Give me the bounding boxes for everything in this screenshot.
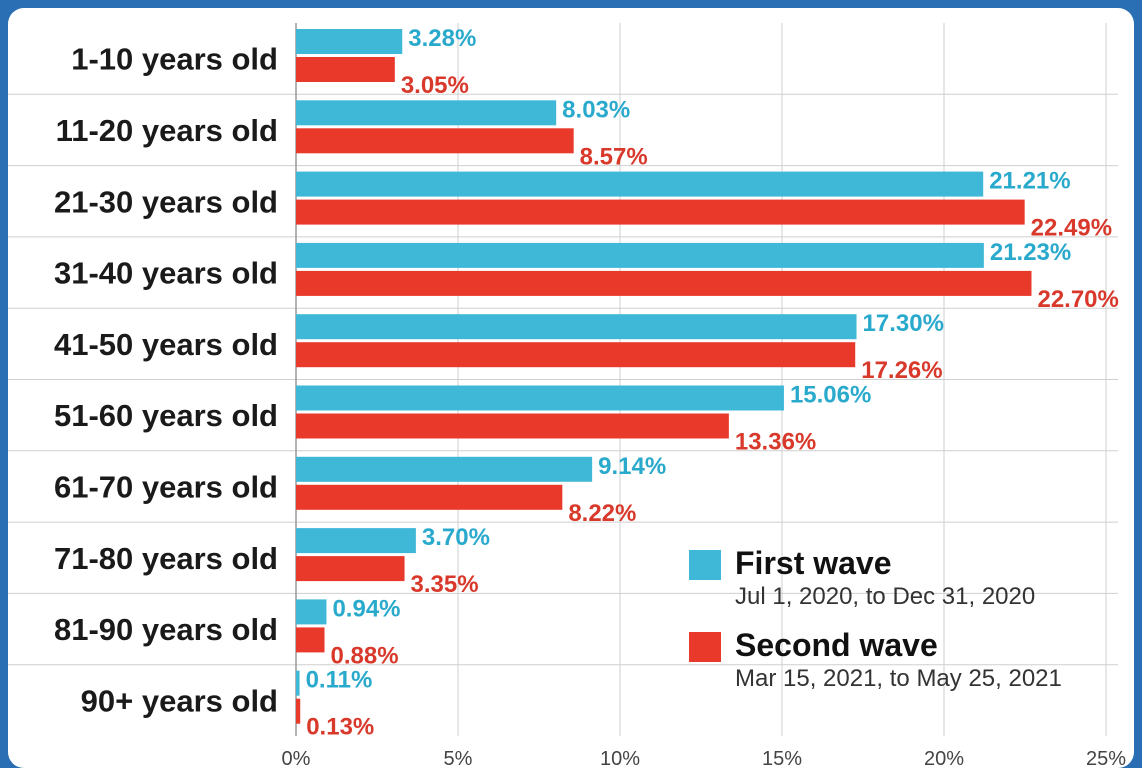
bar-chart: 1-10 years old 3.28% 3.05% 11-20 years old 8… xyxy=(8,23,1126,768)
category-label: 81-90 years old xyxy=(54,612,278,647)
legend-item-first-wave: First wave xyxy=(689,544,1129,582)
data-label-first-wave: 0.94% xyxy=(332,595,400,622)
category-label: 21-30 years old xyxy=(54,184,278,219)
data-label-second-wave: 0.88% xyxy=(331,642,399,669)
legend-subtitle-second: Mar 15, 2021, to May 25, 2021 xyxy=(735,665,1062,692)
x-tick-label: 15% xyxy=(762,748,802,768)
category-label: 41-50 years old xyxy=(54,327,278,362)
data-label-second-wave: 22.70% xyxy=(1037,286,1118,313)
x-tick-label: 20% xyxy=(924,748,964,768)
category-label: 51-60 years old xyxy=(54,398,278,433)
bar-second-wave xyxy=(296,342,856,368)
bar-first-wave xyxy=(296,670,300,696)
bar-first-wave xyxy=(296,100,557,126)
category-label: 1-10 years old xyxy=(71,42,278,77)
chart-panel: 1-10 years old 3.28% 3.05% 11-20 years old 8… xyxy=(8,8,1134,768)
category-label: 90+ years old xyxy=(81,683,278,718)
data-label-first-wave: 8.03% xyxy=(562,96,630,123)
data-label-first-wave: 3.28% xyxy=(408,25,476,52)
data-label-first-wave: 3.70% xyxy=(422,524,490,551)
bar-first-wave xyxy=(296,599,327,625)
bar-first-wave xyxy=(296,242,984,268)
bar-second-wave xyxy=(296,128,574,154)
data-label-first-wave: 15.06% xyxy=(790,382,871,409)
legend-title-first: First wave xyxy=(735,545,892,581)
category-label: 31-40 years old xyxy=(54,256,278,291)
legend-swatch-first xyxy=(689,550,721,580)
bar-first-wave xyxy=(296,528,416,554)
legend-subtitle-first: Jul 1, 2020, to Dec 31, 2020 xyxy=(735,583,1036,610)
data-label-first-wave: 17.30% xyxy=(863,310,944,337)
data-label-first-wave: 9.14% xyxy=(598,453,666,480)
bar-second-wave xyxy=(296,556,405,582)
bar-second-wave xyxy=(296,627,325,653)
bar-first-wave xyxy=(296,171,984,197)
category-label: 61-70 years old xyxy=(54,469,278,504)
data-label-second-wave: 22.49% xyxy=(1031,215,1112,242)
bar-first-wave xyxy=(296,29,403,54)
legend-swatch-second xyxy=(689,632,721,662)
bar-first-wave xyxy=(296,314,857,340)
category-label: 71-80 years old xyxy=(54,541,278,576)
data-label-second-wave: 3.35% xyxy=(411,571,479,598)
data-label-second-wave: 17.26% xyxy=(861,357,942,384)
bar-second-wave xyxy=(296,413,729,439)
data-label-first-wave: 21.23% xyxy=(990,239,1071,266)
bar-second-wave xyxy=(296,57,395,82)
bar-first-wave xyxy=(296,385,784,411)
data-label-second-wave: 3.05% xyxy=(401,72,469,99)
bar-first-wave xyxy=(296,456,593,482)
legend-title-second: Second wave xyxy=(735,627,938,663)
data-label-second-wave: 0.13% xyxy=(306,714,374,741)
bar-second-wave xyxy=(296,199,1025,225)
category-label: 11-20 years old xyxy=(56,113,278,148)
legend: First wave Jul 1, 2020, to Dec 31, 2020 … xyxy=(689,544,1129,694)
bar-second-wave xyxy=(296,484,563,510)
x-tick-label: 10% xyxy=(600,748,640,768)
bar-second-wave xyxy=(296,270,1032,296)
data-label-second-wave: 8.57% xyxy=(580,143,648,170)
bar-second-wave xyxy=(296,698,301,724)
data-label-first-wave: 21.21% xyxy=(989,168,1070,195)
data-label-first-wave: 0.11% xyxy=(306,667,373,694)
x-tick-label: 0% xyxy=(282,748,311,768)
legend-item-second-wave: Second wave xyxy=(689,626,1129,664)
data-label-second-wave: 13.36% xyxy=(735,429,816,456)
x-tick-label: 25% xyxy=(1086,748,1126,768)
x-tick-label: 5% xyxy=(444,748,473,768)
data-label-second-wave: 8.22% xyxy=(568,500,636,527)
